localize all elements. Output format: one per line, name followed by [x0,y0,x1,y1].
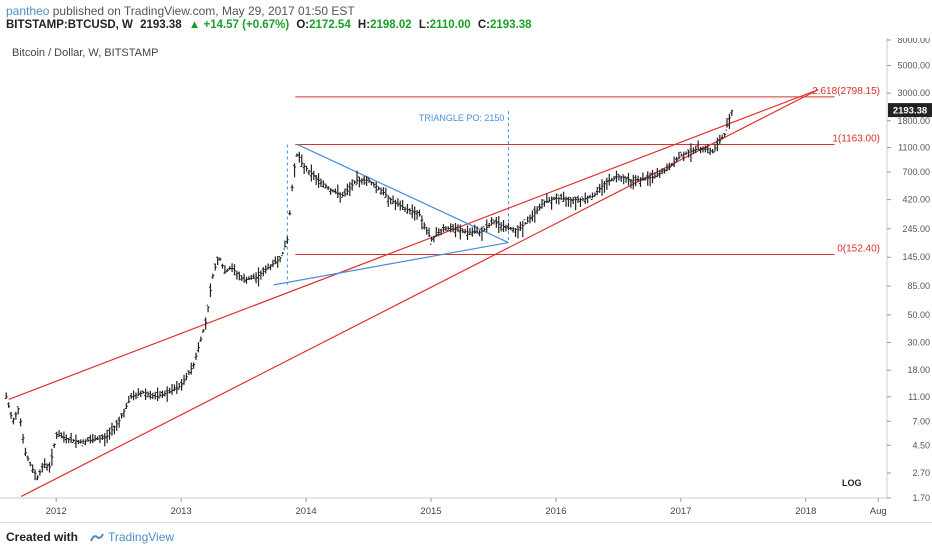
chart-title: Bitcoin / Dollar, W, BITSTAMP [12,47,159,59]
tradingview-link[interactable]: TradingView [90,530,174,544]
log-toggle[interactable]: LOG [842,478,862,488]
y-tick-label: 3000.00 [897,88,930,98]
x-tick-label: 2016 [545,506,566,517]
y-tick-label: 1100.00 [898,142,930,152]
fib-level-label: 0(152.40) [837,244,880,255]
x-tick-label: 2012 [46,506,67,517]
high-value: 2198.02 [370,19,412,31]
y-tick-label: 245.00 [902,224,930,234]
publish-line: pantheo published on TradingView.com, Ma… [6,4,355,18]
tradingview-brand: TradingView [108,530,175,544]
fib-level-label: 2.618(2798.15) [812,86,880,97]
trend-line [273,241,509,286]
y-tick-label: 5000.00 [897,60,930,70]
y-tick-label: 1.70 [912,493,930,503]
x-tick-label: Aug [870,506,887,517]
chart-header: pantheo published on TradingView.com, Ma… [0,0,932,40]
y-tick-label: 145.00 [902,252,930,262]
last-price: 2193.38 [140,19,182,31]
vertical-dashed-lines [286,111,509,285]
low-value: 2110.00 [429,19,471,31]
y-tick-label: 8000.00 [897,38,930,45]
y-tick-label: 50.00 [907,310,930,320]
high-label: H: [357,19,371,31]
x-tick-label: 2015 [420,506,441,517]
publish-info: published on TradingView.com, May 29, 20… [52,4,355,18]
y-tick-label: 700.00 [902,167,930,177]
ohlc-line: BITSTAMP:BTCUSD, W 2193.38 ▲ +14.57 (+0.… [6,19,536,31]
fib-levels: 2.618(2798.15) 1(1163.00) 0(152.40) [295,86,880,256]
close-label: C: [477,19,490,31]
y-tick-label: 85.00 [907,281,930,291]
tradingview-icon [90,533,104,542]
y-tick-label: 7.00 [912,416,930,426]
chart-area[interactable]: Bitcoin / Dollar, W, BITSTAMP 2.618(2798… [0,35,932,522]
x-tick-label: 2017 [670,506,691,517]
trend-line [297,143,509,244]
price-chart[interactable]: Bitcoin / Dollar, W, BITSTAMP 2.618(2798… [0,35,932,522]
x-tick-label: 2018 [795,506,816,517]
last-price-label: 2193.38 [893,106,927,117]
y-tick-label: 420.00 [902,195,930,205]
trend-line [20,89,819,497]
y-tick-label: 2.70 [912,468,930,478]
created-with-label: Created with [6,530,79,544]
price-change: ▲ +14.57 (+0.67%) [188,19,290,31]
y-tick-label: 1800.00 [897,116,930,126]
close-value: 2193.38 [489,19,532,31]
y-tick-label: 30.00 [907,338,930,348]
symbol-label: BITSTAMP:BTCUSD, W [6,19,133,31]
y-tick-label: 11.00 [908,392,930,402]
trend-line [8,89,819,400]
last-price-marker: 2193.38 [888,103,932,118]
trend-lines [8,89,819,497]
price-bars [4,109,734,481]
triangle-annotation: TRIANGLE PO: 2150 [419,113,505,123]
chart-background [0,38,932,522]
low-label: L: [418,19,430,31]
open-label: O: [296,19,310,31]
open-value: 2172.54 [309,19,351,31]
x-tick-label: 2013 [171,506,192,517]
x-axis-ticks: 2012 2013 2014 2015 2016 2017 2018 Aug [46,498,887,517]
fib-level-label: 1(1163.00) [832,133,880,144]
last-price-box [888,103,932,118]
y-tick-label: 4.50 [912,440,930,450]
x-tick-label: 2014 [296,506,317,517]
footer: Created with TradingView [0,522,932,551]
y-axis-ticks: 8000.00 5000.00 3000.00 1800.00 1100.00 700.0… [887,35,930,503]
y-tick-label: 18.00 [907,365,930,375]
author-link[interactable]: pantheo [6,4,50,18]
